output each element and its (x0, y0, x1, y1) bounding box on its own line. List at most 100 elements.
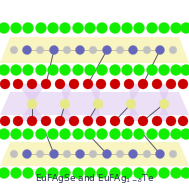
Circle shape (169, 46, 177, 54)
Circle shape (60, 64, 70, 75)
Circle shape (50, 149, 59, 159)
Circle shape (36, 46, 44, 54)
Circle shape (129, 46, 138, 54)
Circle shape (170, 64, 181, 75)
Circle shape (143, 150, 151, 158)
Circle shape (116, 150, 124, 158)
Circle shape (36, 64, 46, 75)
Circle shape (22, 46, 32, 54)
Circle shape (22, 149, 32, 159)
Circle shape (55, 116, 65, 126)
Circle shape (27, 79, 37, 89)
Circle shape (146, 167, 157, 178)
Circle shape (83, 79, 93, 89)
Circle shape (22, 167, 33, 178)
Circle shape (73, 22, 84, 33)
Circle shape (159, 99, 169, 109)
Circle shape (22, 22, 33, 33)
Circle shape (69, 79, 79, 89)
Circle shape (10, 150, 18, 158)
Circle shape (146, 22, 157, 33)
Circle shape (180, 129, 189, 139)
Circle shape (0, 79, 10, 89)
Polygon shape (0, 142, 189, 166)
Polygon shape (88, 104, 101, 121)
Circle shape (122, 129, 132, 139)
Circle shape (97, 64, 108, 75)
Circle shape (83, 116, 93, 126)
Circle shape (73, 167, 84, 178)
Circle shape (41, 79, 51, 89)
Circle shape (178, 116, 188, 126)
Text: EuFAgSe and EuFAg$_{1-\delta}$Te: EuFAgSe and EuFAg$_{1-\delta}$Te (35, 172, 154, 185)
Circle shape (133, 22, 145, 33)
Circle shape (11, 167, 22, 178)
Circle shape (22, 129, 33, 139)
Circle shape (110, 79, 120, 89)
Circle shape (180, 64, 189, 75)
Polygon shape (18, 84, 46, 104)
Circle shape (133, 64, 145, 75)
Circle shape (60, 99, 70, 109)
Circle shape (166, 79, 176, 89)
Polygon shape (60, 84, 74, 104)
Circle shape (41, 116, 51, 126)
Circle shape (102, 46, 112, 54)
Circle shape (60, 22, 70, 33)
Circle shape (159, 129, 170, 139)
Circle shape (133, 167, 145, 178)
Circle shape (69, 116, 79, 126)
Circle shape (97, 22, 108, 33)
Circle shape (159, 167, 170, 178)
Circle shape (11, 64, 22, 75)
Polygon shape (18, 104, 46, 121)
Circle shape (133, 129, 145, 139)
Circle shape (109, 167, 121, 178)
Circle shape (22, 64, 33, 75)
Circle shape (75, 149, 84, 159)
Circle shape (63, 46, 71, 54)
Circle shape (75, 46, 84, 54)
Circle shape (27, 116, 37, 126)
Circle shape (89, 46, 97, 54)
Circle shape (178, 79, 188, 89)
Circle shape (116, 46, 124, 54)
Circle shape (47, 22, 59, 33)
Circle shape (97, 129, 108, 139)
Circle shape (63, 150, 71, 158)
Circle shape (109, 22, 121, 33)
Circle shape (159, 22, 170, 33)
Polygon shape (157, 84, 171, 104)
Circle shape (0, 167, 9, 178)
Circle shape (122, 167, 132, 178)
Circle shape (122, 64, 132, 75)
Circle shape (36, 22, 46, 33)
Circle shape (110, 116, 120, 126)
Circle shape (60, 129, 70, 139)
Circle shape (13, 79, 23, 89)
Circle shape (11, 129, 22, 139)
Circle shape (47, 167, 59, 178)
Circle shape (13, 116, 23, 126)
Circle shape (170, 167, 181, 178)
Circle shape (152, 116, 162, 126)
Circle shape (27, 99, 37, 109)
Circle shape (36, 129, 46, 139)
Circle shape (36, 150, 44, 158)
Polygon shape (129, 104, 143, 121)
Circle shape (138, 79, 148, 89)
Circle shape (73, 129, 84, 139)
Circle shape (122, 22, 132, 33)
Circle shape (138, 116, 148, 126)
Circle shape (166, 116, 176, 126)
Circle shape (89, 150, 97, 158)
Circle shape (84, 22, 95, 33)
Circle shape (109, 64, 121, 75)
Polygon shape (0, 37, 189, 63)
Circle shape (156, 149, 164, 159)
Circle shape (180, 22, 189, 33)
Circle shape (180, 167, 189, 178)
Circle shape (170, 129, 181, 139)
Circle shape (152, 79, 162, 89)
Polygon shape (157, 104, 171, 121)
